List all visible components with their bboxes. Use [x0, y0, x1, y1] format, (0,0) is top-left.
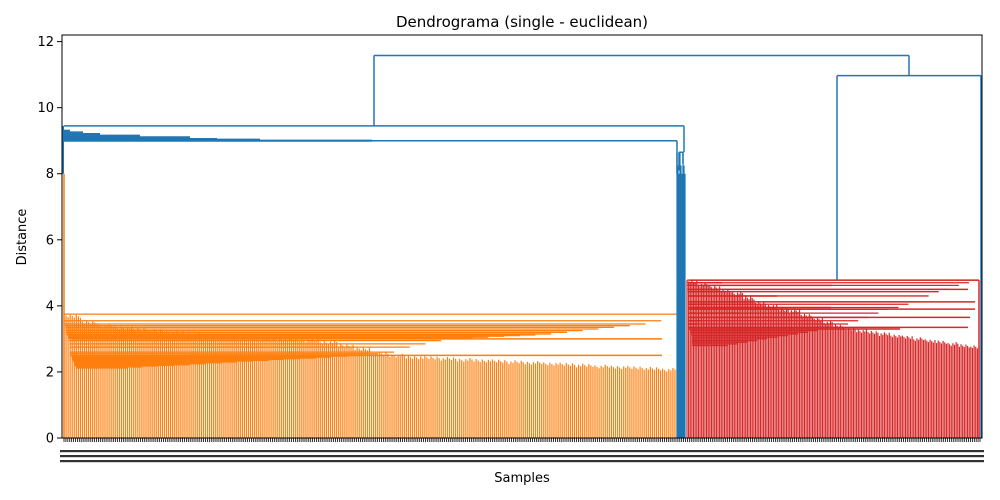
y-axis-label: Distance	[15, 209, 30, 266]
y-tick-label: 10	[37, 101, 54, 116]
y-tick-label: 0	[46, 432, 54, 447]
y-tick-label: 12	[37, 35, 54, 50]
dendrogram-links	[62, 54, 982, 438]
x-tick-labels-band	[60, 460, 984, 463]
x-axis-label: Samples	[494, 471, 550, 486]
y-axis: 0 2 4 6 8 10 12	[37, 35, 62, 447]
chart-title: Dendrograma (single - euclidean)	[396, 13, 648, 31]
y-tick-label: 2	[46, 365, 54, 380]
x-tick-labels-band	[60, 455, 984, 458]
y-tick-label: 4	[46, 299, 54, 314]
y-tick-label: 6	[46, 233, 54, 248]
x-tick-marks	[60, 438, 984, 463]
plot-frame	[61, 34, 983, 439]
y-tick-label: 8	[46, 167, 54, 182]
x-tick-labels-band	[60, 450, 984, 453]
